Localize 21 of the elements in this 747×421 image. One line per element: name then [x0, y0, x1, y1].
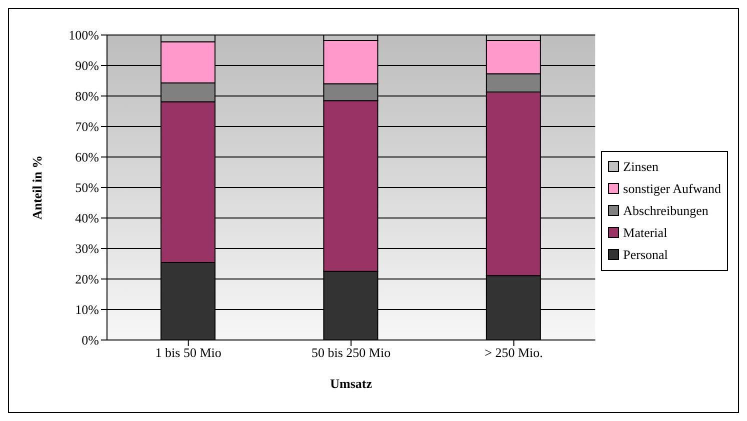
y-tick-label: 80%: [75, 88, 100, 104]
y-tick-label: 30%: [75, 241, 100, 256]
y-tick-label: 90%: [75, 58, 100, 74]
x-tick-label: 1 bis 50 Mio: [155, 345, 222, 360]
y-tick-label: 40%: [75, 210, 100, 226]
y-tick-label: 70%: [75, 119, 100, 134]
legend-label: Material: [623, 224, 668, 240]
y-tick-label: 20%: [75, 272, 100, 287]
y-tick-label: 60%: [75, 150, 100, 165]
x-axis-title: Umsatz: [330, 376, 372, 391]
legend-label: sonstiger Aufwand: [623, 180, 721, 196]
legend-label: Abschreibungen: [623, 202, 708, 218]
legend-label: Zinsen: [623, 158, 659, 174]
y-tick-label: 50%: [75, 180, 100, 196]
y-tick-label: 0%: [82, 332, 100, 348]
y-tick-label: 100%: [68, 28, 100, 43]
x-tick-label: 50 bis 250 Mio: [312, 345, 391, 360]
y-tick-label: 10%: [75, 302, 100, 318]
legend-label: Personal: [623, 246, 668, 262]
y-axis-title: Anteil in %: [30, 155, 45, 220]
x-tick-label: > 250 Mio.: [484, 345, 543, 360]
